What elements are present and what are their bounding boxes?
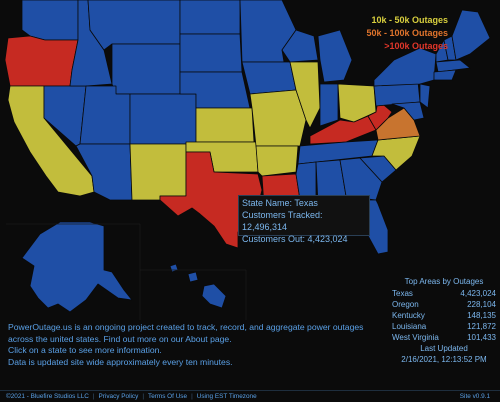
state-massachusetts[interactable] [435,59,471,73]
tooltip-state-name: State Name: Texas [242,198,318,208]
last-updated-label: Last Updated [420,344,468,353]
state-maine[interactable] [451,9,491,61]
top-areas-title: Top Areas by Outages [404,277,484,286]
state-illinois[interactable] [289,61,321,129]
state-wisconsin[interactable] [281,29,319,63]
top-area-name[interactable]: Oregon [392,300,419,309]
top-area-name[interactable]: Louisiana [392,322,427,331]
timezone-setting[interactable]: Using EST Timezone [196,393,257,400]
top-area-row[interactable]: Kentucky 148,135 [392,310,496,321]
state-maryland[interactable] [391,101,425,121]
info-line-2: across the united states. Find out more … [8,333,232,344]
state-kansas[interactable] [195,107,255,143]
top-area-value: 148,135 [467,311,496,320]
state-hawaii[interactable] [169,263,227,309]
legend-tier2: 50k - 100k Outages [366,28,448,38]
state-connecticut[interactable] [433,69,457,81]
state-new-york[interactable] [373,47,437,87]
top-area-value: 121,872 [467,322,496,331]
last-updated-value: 2/16/2021, 12:13:52 PM [401,355,487,364]
state-iowa[interactable] [241,61,297,95]
info-text: PowerOutage.us is an ongoing project cre… [8,322,368,368]
info-line-1: PowerOutage.us is an ongoing project cre… [8,322,364,332]
state-colorado[interactable] [129,93,197,145]
top-area-row[interactable]: Oregon 228,104 [392,299,496,310]
state-new-mexico[interactable] [129,143,187,201]
info-line-4: Data is updated site wide approximately … [8,356,233,367]
state-georgia[interactable] [339,157,383,201]
site-version: Site v0.9.1 [459,393,490,400]
tooltip-customers-out: Customers Out: 4,423,024 [242,234,348,244]
state-arkansas[interactable] [255,145,299,177]
state-alaska[interactable] [21,221,133,313]
state-missouri[interactable] [249,89,307,147]
top-areas-panel: Top Areas by Outages Texas 4,423,024 Ore… [392,276,496,365]
state-north-dakota[interactable] [179,0,241,35]
top-area-value: 228,104 [467,300,496,309]
state-tooltip: State Name: Texas Customers Tracked: 12,… [238,195,370,244]
top-area-row[interactable]: Louisiana 121,872 [392,321,496,332]
top-area-row[interactable]: Texas 4,423,024 [392,288,496,299]
state-washington[interactable] [21,0,79,41]
info-line-3: Click on a state to see more information… [8,345,162,355]
state-wyoming[interactable] [111,43,181,95]
top-area-name[interactable]: Texas [392,289,413,298]
copyright-text: ©2021 - Bluefire Studios LLC [6,393,89,400]
footer: ©2021 - Bluefire Studios LLC | Privacy Pol… [0,390,500,402]
legend-tier3: >100k Outages [384,41,448,51]
privacy-policy-link[interactable]: Privacy Policy [98,393,139,400]
state-montana[interactable] [87,0,181,51]
top-area-row[interactable]: West Virginia 101,433 [392,332,496,343]
top-area-name[interactable]: Kentucky [392,311,425,320]
state-south-dakota[interactable] [179,33,243,73]
footer-separator: | [191,393,193,400]
footer-separator: | [92,393,95,400]
state-indiana[interactable] [319,83,339,127]
top-area-name[interactable]: West Virginia [392,333,439,342]
state-michigan[interactable] [317,29,353,83]
terms-of-use-link[interactable]: Terms Of Use [148,393,188,400]
top-area-value: 101,433 [467,333,496,342]
legend-tier1: 10k - 50k Outages [371,15,448,25]
top-area-value: 4,423,024 [460,289,496,298]
state-oregon[interactable] [4,35,79,87]
state-texas[interactable] [159,151,263,249]
footer-separator: | [142,393,144,400]
outage-legend: 10k - 50k Outages 50k - 100k Outages >10… [366,14,448,53]
state-new-jersey[interactable] [419,83,431,109]
state-utah[interactable] [79,85,131,145]
state-west-virginia[interactable] [367,99,393,131]
tooltip-customers-tracked: Customers Tracked: 12,496,314 [242,210,323,232]
